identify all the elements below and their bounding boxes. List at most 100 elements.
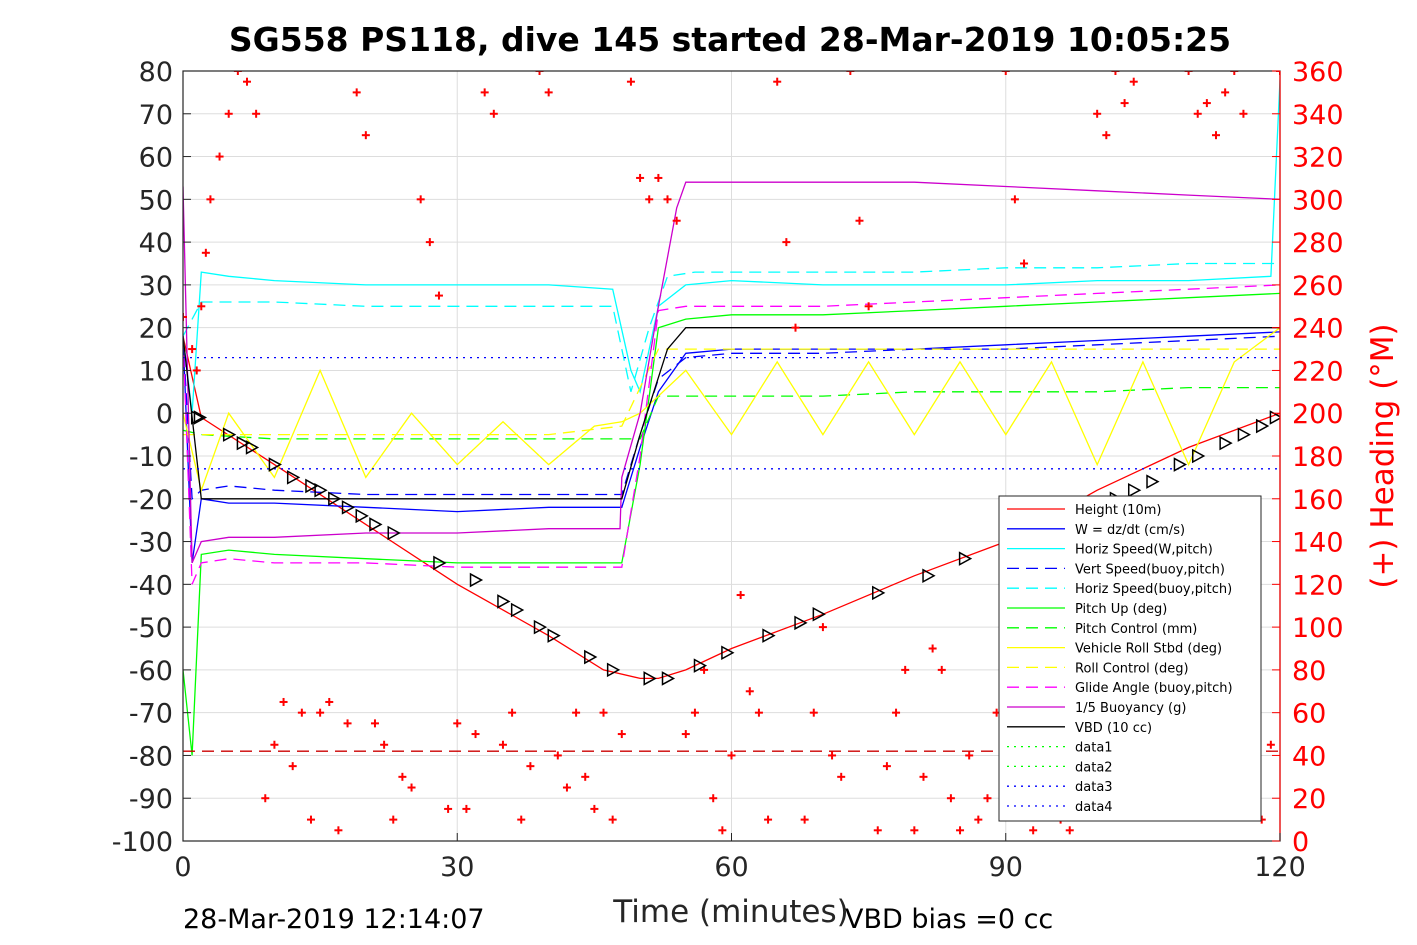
heading-point xyxy=(1029,826,1038,835)
heading-point xyxy=(316,708,325,717)
heading-point xyxy=(709,794,718,803)
series-line-5 xyxy=(183,292,1280,756)
vbd-marker xyxy=(387,525,401,541)
series-line-3 xyxy=(183,335,1280,501)
right-tick-label: 260 xyxy=(1292,271,1344,302)
left-tick-label: 30 xyxy=(139,271,173,302)
right-tick-label: 180 xyxy=(1292,442,1344,473)
right-tick-label: 240 xyxy=(1292,314,1344,345)
legend-label: Height (10m) xyxy=(1075,503,1161,518)
heading-point xyxy=(553,751,562,760)
left-tick-label: 10 xyxy=(139,356,173,387)
legend-label: Horiz Speed(buoy,pitch) xyxy=(1075,582,1232,597)
heading-point xyxy=(1129,77,1138,86)
heading-point xyxy=(1239,109,1248,118)
legend-label: data4 xyxy=(1075,800,1113,815)
vbd-marker xyxy=(547,628,561,643)
heading-point xyxy=(800,815,809,824)
heading-point xyxy=(517,815,526,824)
left-tick-label: 70 xyxy=(139,100,173,131)
legend-label: Glide Angle (buoy,pitch) xyxy=(1075,681,1233,696)
heading-point xyxy=(233,71,242,75)
left-tick-label: -20 xyxy=(129,485,173,516)
heading-point xyxy=(636,173,645,182)
plot-area xyxy=(183,71,1280,835)
heading-point xyxy=(626,77,635,86)
heading-point xyxy=(297,708,306,717)
heading-point xyxy=(562,783,571,792)
series-line-1 xyxy=(183,331,1280,563)
footer-vbd-bias: VBD bias =0 cc xyxy=(845,904,1053,935)
heading-point xyxy=(754,708,763,717)
heading-point xyxy=(425,238,434,247)
series-line-6 xyxy=(183,386,1280,440)
right-tick-label: 100 xyxy=(1292,613,1344,644)
heading-point xyxy=(242,77,251,86)
heading-point xyxy=(434,291,443,300)
heading-point xyxy=(663,195,672,204)
footer-timestamp: 28-Mar-2019 12:14:07 xyxy=(183,904,485,935)
vbd-marker xyxy=(433,555,447,571)
vbd-marker xyxy=(1146,474,1160,489)
heading-point xyxy=(1102,131,1111,140)
heading-point xyxy=(681,730,690,739)
right-tick-label: 220 xyxy=(1292,356,1344,387)
right-tick-label: 340 xyxy=(1292,100,1344,131)
heading-point xyxy=(183,312,187,321)
heading-point xyxy=(956,826,965,835)
heading-point xyxy=(846,71,855,75)
left-axis-ticks: -100-90-80-70-60-50-40-30-20-10010203040… xyxy=(112,57,191,858)
heading-point xyxy=(334,826,343,835)
heading-point xyxy=(270,740,279,749)
vbd-marker xyxy=(1173,457,1188,472)
legend-label: data1 xyxy=(1075,741,1113,756)
left-tick-label: -30 xyxy=(129,528,173,559)
heading-point xyxy=(782,238,791,247)
x-tick-label: 90 xyxy=(989,852,1023,883)
heading-point xyxy=(837,772,846,781)
legend-label: 1/5 Buoyancy (g) xyxy=(1075,701,1186,716)
heading-point xyxy=(590,804,599,813)
vbd-marker xyxy=(1237,427,1251,442)
heading-point xyxy=(818,623,827,632)
heading-point xyxy=(745,687,754,696)
left-tick-label: 40 xyxy=(139,228,173,259)
chart-title: SG558 PS118, dive 145 started 28-Mar-201… xyxy=(229,20,1231,59)
heading-point xyxy=(398,772,407,781)
right-tick-label: 40 xyxy=(1292,741,1326,772)
heading-point xyxy=(288,762,297,771)
left-tick-label: 80 xyxy=(139,57,173,88)
right-tick-label: 280 xyxy=(1292,228,1344,259)
vbd-marker xyxy=(286,470,301,485)
x-axis-ticks: 0 30 60 90 120 xyxy=(174,833,1306,883)
right-tick-label: 80 xyxy=(1292,656,1326,687)
right-axis-label: (+) Heading (°M) xyxy=(1365,323,1401,588)
heading-point xyxy=(1221,88,1230,97)
vbd-marker xyxy=(643,671,657,686)
vbd-marker xyxy=(341,500,356,515)
left-tick-label: -90 xyxy=(129,784,173,815)
heading-point xyxy=(718,826,727,835)
heading-point xyxy=(617,730,626,739)
heading-point xyxy=(380,740,389,749)
vbd-marker xyxy=(305,478,319,494)
heading-point xyxy=(919,772,928,781)
x-axis-label: Time (minutes) xyxy=(612,894,848,930)
heading-point xyxy=(654,173,663,182)
vbd-marker xyxy=(606,662,621,678)
heading-point xyxy=(901,665,910,674)
right-tick-label: 120 xyxy=(1292,570,1344,601)
vbd-marker xyxy=(355,508,369,524)
vbd-marker xyxy=(661,671,676,686)
heading-point xyxy=(1120,99,1129,108)
legend-label: Vehicle Roll Stbd (deg) xyxy=(1075,642,1222,657)
vbd-marker xyxy=(1219,435,1233,451)
vbd-marker xyxy=(812,607,826,622)
vbd-marker xyxy=(497,594,511,609)
right-tick-label: 320 xyxy=(1292,143,1344,174)
vbd-marker xyxy=(510,602,525,618)
legend-label: data2 xyxy=(1075,760,1113,775)
left-tick-label: -80 xyxy=(129,741,173,772)
heading-point xyxy=(343,719,352,728)
